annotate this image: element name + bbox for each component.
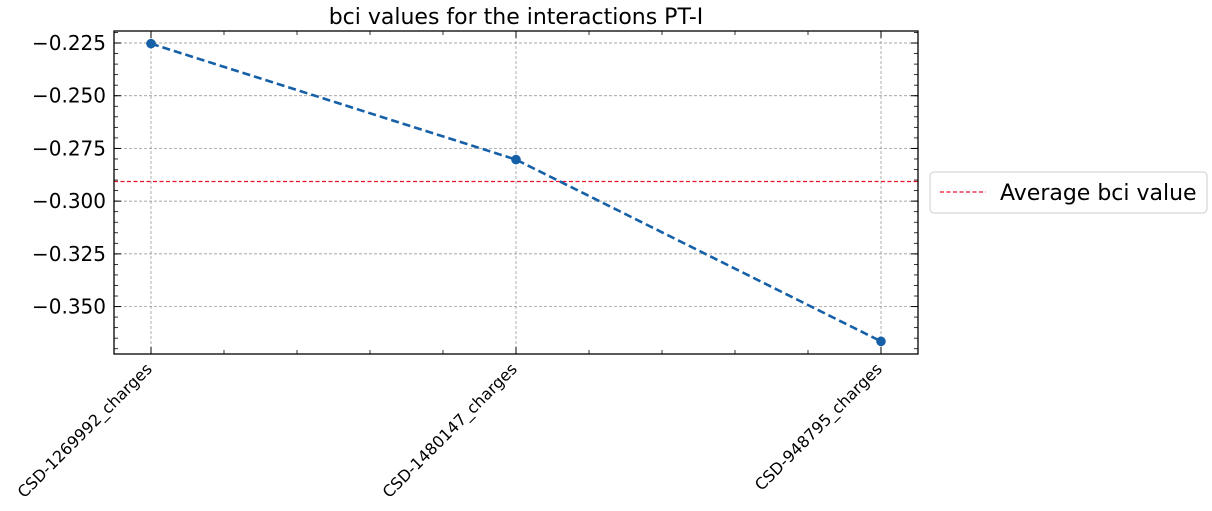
x-tick-label: CSD-1269992_charges [14,359,157,502]
series-line [150,42,882,343]
x-tick-label: CSD-1480147_charges [379,359,522,502]
plot-frame [113,30,919,355]
y-tick-label: −0.275 [32,136,106,160]
ticks [114,31,918,354]
y-tick-labels: −0.225 −0.250 −0.275 −0.300 −0.325 −0.350 [32,31,106,319]
y-tick-label: −0.350 [32,295,106,319]
y-tick-label: −0.325 [32,242,106,266]
grid [114,31,918,354]
y-tick-label: −0.250 [32,84,106,108]
data-point [146,38,156,49]
legend: Average bci value [929,171,1208,214]
chart-title: bci values for the interactions PT-I [329,5,704,30]
legend-label: Average bci value [1000,181,1197,206]
y-tick-label: −0.300 [32,189,106,213]
series-group [146,38,886,347]
data-point [876,336,886,347]
data-point [511,154,521,165]
y-tick-label: −0.225 [32,31,106,55]
x-tick-label: CSD-948795_charges [751,359,887,495]
x-tick-labels: CSD-1269992_charges CSD-1480147_charges CS… [14,359,887,502]
legend-box [929,171,1208,214]
